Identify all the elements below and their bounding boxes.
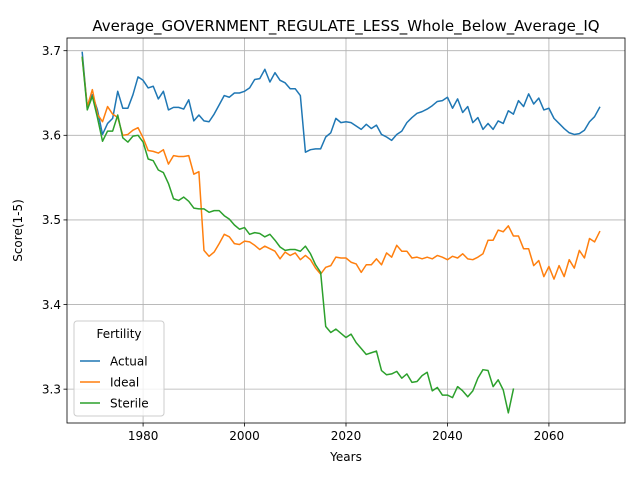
legend-title: Fertility [96, 327, 141, 341]
legend: Fertility Actual Ideal Sterile [73, 320, 165, 417]
y-tick-label: 3.7 [42, 44, 61, 58]
x-tick-label: 1980 [128, 429, 159, 443]
series-line-actual [81, 51, 601, 153]
y-axis-label: Score(1-5) [11, 199, 25, 262]
legend-box [73, 320, 165, 417]
y-tick-label: 3.6 [42, 129, 61, 143]
x-axis-ticks: 1980 2000 2020 2040 2060 [128, 423, 564, 443]
series-line-sterile [81, 56, 515, 414]
grid [67, 38, 625, 423]
x-tick-label: 2040 [432, 429, 463, 443]
legend-entries: Actual Ideal Sterile [80, 354, 149, 410]
legend-label-actual: Actual [110, 354, 148, 368]
x-tick-label: 2020 [331, 429, 362, 443]
legend-label-ideal: Ideal [110, 375, 139, 389]
y-axis-ticks: 3.3 3.4 3.5 3.6 3.7 [42, 44, 67, 396]
x-axis-label: Years [329, 450, 362, 464]
chart-title: Average_GOVERNMENT_REGULATE_LESS_Whole_B… [92, 17, 599, 36]
y-tick-label: 3.4 [42, 298, 61, 312]
x-tick-label: 2060 [534, 429, 565, 443]
series-lines [81, 51, 601, 414]
x-tick-label: 2000 [229, 429, 260, 443]
legend-label-sterile: Sterile [110, 396, 149, 410]
series-line-ideal [81, 56, 601, 280]
y-tick-label: 3.5 [42, 213, 61, 227]
y-tick-label: 3.3 [42, 382, 61, 396]
